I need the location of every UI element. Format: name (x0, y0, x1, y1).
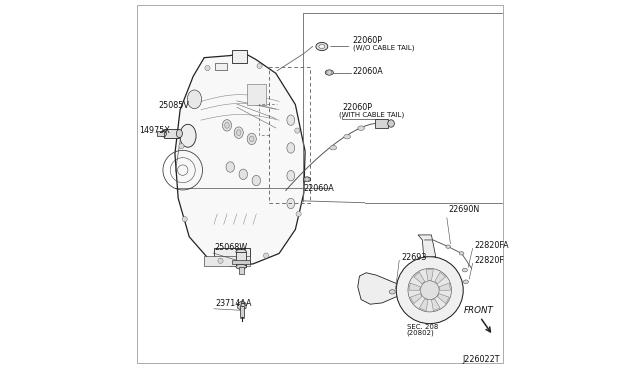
Circle shape (179, 144, 184, 149)
Ellipse shape (460, 251, 464, 255)
Ellipse shape (319, 45, 325, 49)
Ellipse shape (226, 162, 234, 172)
Ellipse shape (239, 169, 248, 180)
Ellipse shape (223, 120, 232, 131)
Text: J226022T: J226022T (463, 355, 500, 364)
Circle shape (218, 258, 223, 263)
Ellipse shape (236, 264, 246, 269)
Circle shape (205, 65, 210, 71)
Text: 22060P: 22060P (342, 103, 372, 112)
Circle shape (182, 217, 188, 222)
Polygon shape (426, 270, 433, 280)
Polygon shape (437, 294, 449, 304)
Bar (157, 131, 164, 136)
Ellipse shape (287, 170, 294, 181)
Bar (232, 260, 250, 264)
Ellipse shape (250, 136, 254, 142)
Bar (239, 267, 244, 274)
Polygon shape (409, 283, 420, 290)
Circle shape (420, 281, 439, 299)
Text: SEC. 208: SEC. 208 (406, 324, 438, 330)
Ellipse shape (316, 42, 328, 51)
Circle shape (408, 269, 451, 312)
Text: 14975X: 14975X (140, 126, 170, 135)
Ellipse shape (180, 124, 196, 147)
Text: 25068W: 25068W (214, 243, 247, 252)
Ellipse shape (188, 90, 202, 109)
Polygon shape (358, 273, 398, 304)
Ellipse shape (177, 129, 182, 138)
Text: 22060A: 22060A (303, 184, 334, 193)
Polygon shape (418, 235, 436, 257)
Text: 22060A: 22060A (353, 67, 383, 76)
Bar (214, 248, 250, 264)
Ellipse shape (287, 115, 294, 125)
Ellipse shape (344, 134, 351, 139)
Ellipse shape (236, 130, 241, 135)
Bar (204, 256, 250, 266)
Ellipse shape (303, 177, 310, 182)
Text: 22690N: 22690N (448, 205, 479, 214)
Polygon shape (431, 299, 440, 311)
Bar (215, 63, 227, 70)
Circle shape (305, 177, 309, 182)
Polygon shape (439, 283, 451, 290)
Text: (WITH CABLE TAIL): (WITH CABLE TAIL) (339, 112, 404, 118)
Text: 22820FA: 22820FA (475, 241, 509, 250)
Text: 22060P: 22060P (353, 36, 383, 45)
Ellipse shape (462, 268, 467, 272)
Circle shape (257, 63, 262, 68)
Bar (232, 50, 246, 63)
Ellipse shape (247, 133, 256, 145)
Ellipse shape (330, 145, 337, 150)
Text: 22693: 22693 (401, 253, 426, 262)
Polygon shape (435, 272, 445, 284)
Ellipse shape (358, 126, 364, 130)
Polygon shape (414, 272, 425, 284)
Ellipse shape (236, 249, 246, 254)
Bar (269, 67, 310, 203)
Bar (239, 306, 244, 317)
Polygon shape (175, 52, 305, 266)
Ellipse shape (252, 175, 260, 186)
Polygon shape (410, 294, 422, 304)
Ellipse shape (463, 280, 468, 283)
Ellipse shape (388, 120, 394, 127)
Ellipse shape (446, 245, 451, 248)
Ellipse shape (325, 70, 333, 75)
Bar (375, 119, 388, 128)
Ellipse shape (287, 143, 294, 153)
Text: (W/O CABLE TAIL): (W/O CABLE TAIL) (353, 45, 414, 51)
Text: 25085V: 25085V (158, 102, 189, 110)
Ellipse shape (234, 127, 243, 138)
Ellipse shape (161, 130, 166, 137)
Circle shape (296, 211, 301, 217)
Text: 23714AA: 23714AA (215, 299, 252, 308)
Circle shape (396, 257, 463, 324)
Bar (246, 84, 266, 105)
Ellipse shape (389, 290, 396, 294)
Ellipse shape (225, 122, 229, 128)
Ellipse shape (287, 198, 294, 209)
Text: (20802): (20802) (406, 330, 435, 336)
Bar (164, 129, 179, 138)
Circle shape (264, 253, 269, 258)
Bar (236, 252, 246, 267)
Polygon shape (419, 299, 428, 311)
Circle shape (294, 128, 300, 133)
Circle shape (326, 70, 332, 75)
Text: 22820F: 22820F (475, 256, 504, 265)
Text: FRONT: FRONT (463, 306, 493, 315)
